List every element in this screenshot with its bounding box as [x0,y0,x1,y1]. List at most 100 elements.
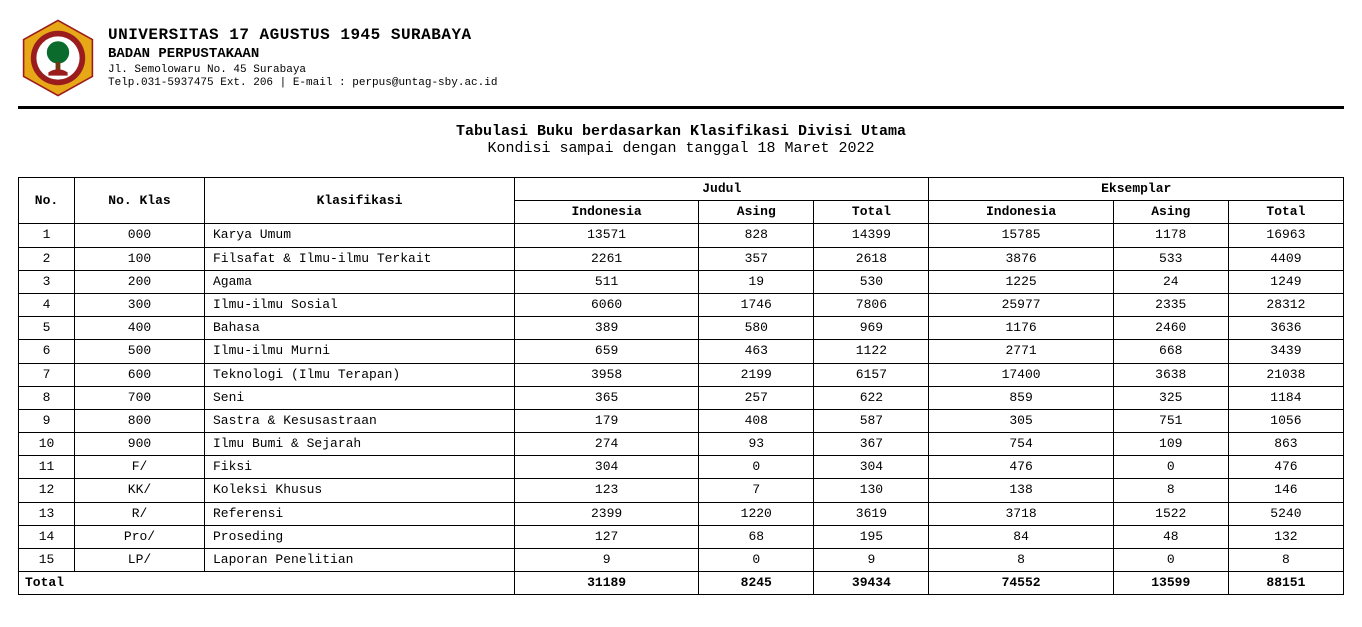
cell-no: 3 [19,270,75,293]
col-header-eksemplar: Eksemplar [929,178,1344,201]
cell-eksemplar-asing: 533 [1113,247,1228,270]
cell-noklas: 900 [75,433,205,456]
cell-eksemplar-asing: 2460 [1113,317,1228,340]
university-logo-icon [18,18,98,98]
cell-judul-total: 7806 [814,293,929,316]
cell-noklas: F/ [75,456,205,479]
cell-eksemplar-indonesia: 1176 [929,317,1113,340]
total-judul-asing: 8245 [699,572,814,595]
total-judul-indonesia: 31189 [515,572,699,595]
cell-klasifikasi: Seni [205,386,515,409]
cell-eksemplar-total: 28312 [1228,293,1343,316]
cell-klasifikasi: Ilmu Bumi & Sejarah [205,433,515,456]
table-row: 10900Ilmu Bumi & Sejarah2749336775410986… [19,433,1344,456]
cell-judul-asing: 68 [699,525,814,548]
cell-no: 10 [19,433,75,456]
table-footer: Total 31189 8245 39434 74552 13599 88151 [19,572,1344,595]
report-subtitle: Kondisi sampai dengan tanggal 18 Maret 2… [18,140,1344,157]
cell-eksemplar-asing: 2335 [1113,293,1228,316]
cell-eksemplar-total: 3636 [1228,317,1343,340]
cell-judul-total: 195 [814,525,929,548]
cell-eksemplar-total: 1184 [1228,386,1343,409]
col-header-eksemplar-indonesia: Indonesia [929,201,1113,224]
cell-judul-asing: 0 [699,456,814,479]
cell-klasifikasi: Filsafat & Ilmu-ilmu Terkait [205,247,515,270]
cell-klasifikasi: Ilmu-ilmu Sosial [205,293,515,316]
cell-judul-total: 6157 [814,363,929,386]
cell-judul-asing: 19 [699,270,814,293]
cell-eksemplar-total: 5240 [1228,502,1343,525]
cell-judul-asing: 408 [699,409,814,432]
cell-judul-asing: 463 [699,340,814,363]
cell-eksemplar-asing: 109 [1113,433,1228,456]
total-eksemplar-total: 88151 [1228,572,1343,595]
cell-judul-total: 367 [814,433,929,456]
cell-eksemplar-asing: 24 [1113,270,1228,293]
cell-judul-asing: 1220 [699,502,814,525]
cell-no: 4 [19,293,75,316]
cell-eksemplar-asing: 3638 [1113,363,1228,386]
cell-eksemplar-indonesia: 2771 [929,340,1113,363]
report-title-block: Tabulasi Buku berdasarkan Klasifikasi Di… [18,123,1344,157]
table-row: 7600Teknologi (Ilmu Terapan)395821996157… [19,363,1344,386]
cell-judul-asing: 2199 [699,363,814,386]
university-name: UNIVERSITAS 17 AGUSTUS 1945 SURABAYA [108,26,497,44]
total-eksemplar-asing: 13599 [1113,572,1228,595]
cell-judul-indonesia: 274 [515,433,699,456]
cell-judul-total: 530 [814,270,929,293]
table-row: 12KK/Koleksi Khusus12371301388146 [19,479,1344,502]
cell-eksemplar-indonesia: 138 [929,479,1113,502]
cell-eksemplar-indonesia: 476 [929,456,1113,479]
cell-noklas: KK/ [75,479,205,502]
cell-judul-indonesia: 13571 [515,224,699,247]
cell-judul-total: 9 [814,549,929,572]
cell-eksemplar-total: 16963 [1228,224,1343,247]
cell-eksemplar-indonesia: 25977 [929,293,1113,316]
cell-judul-total: 969 [814,317,929,340]
cell-judul-indonesia: 2261 [515,247,699,270]
cell-eksemplar-asing: 48 [1113,525,1228,548]
cell-judul-total: 14399 [814,224,929,247]
cell-judul-asing: 0 [699,549,814,572]
cell-judul-indonesia: 123 [515,479,699,502]
cell-no: 2 [19,247,75,270]
table-row: 14Pro/Proseding127681958448132 [19,525,1344,548]
cell-klasifikasi: Agama [205,270,515,293]
cell-judul-indonesia: 389 [515,317,699,340]
col-header-judul: Judul [515,178,929,201]
cell-no: 11 [19,456,75,479]
cell-eksemplar-asing: 668 [1113,340,1228,363]
cell-eksemplar-total: 476 [1228,456,1343,479]
cell-eksemplar-indonesia: 3718 [929,502,1113,525]
col-header-eksemplar-total: Total [1228,201,1343,224]
report-title: Tabulasi Buku berdasarkan Klasifikasi Di… [18,123,1344,140]
cell-eksemplar-total: 863 [1228,433,1343,456]
cell-klasifikasi: Referensi [205,502,515,525]
table-row: 15LP/Laporan Penelitian909808 [19,549,1344,572]
cell-klasifikasi: Sastra & Kesusastraan [205,409,515,432]
cell-eksemplar-asing: 751 [1113,409,1228,432]
cell-eksemplar-indonesia: 305 [929,409,1113,432]
cell-noklas: 300 [75,293,205,316]
cell-noklas: 000 [75,224,205,247]
cell-noklas: 400 [75,317,205,340]
tabulation-table: No. No. Klas Klasifikasi Judul Eksemplar… [18,177,1344,595]
cell-judul-indonesia: 179 [515,409,699,432]
header-text-block: UNIVERSITAS 17 AGUSTUS 1945 SURABAYA BAD… [108,18,497,89]
cell-no: 12 [19,479,75,502]
cell-no: 5 [19,317,75,340]
cell-no: 15 [19,549,75,572]
cell-judul-total: 3619 [814,502,929,525]
cell-no: 13 [19,502,75,525]
table-row: 13R/Referensi239912203619371815225240 [19,502,1344,525]
cell-eksemplar-total: 1056 [1228,409,1343,432]
table-row: 4300Ilmu-ilmu Sosial60601746780625977233… [19,293,1344,316]
table-body: 1000Karya Umum13571828143991578511781696… [19,224,1344,572]
cell-noklas: 200 [75,270,205,293]
cell-judul-asing: 828 [699,224,814,247]
cell-eksemplar-total: 3439 [1228,340,1343,363]
col-header-noklas: No. Klas [75,178,205,224]
cell-judul-asing: 357 [699,247,814,270]
col-header-judul-asing: Asing [699,201,814,224]
cell-eksemplar-indonesia: 17400 [929,363,1113,386]
